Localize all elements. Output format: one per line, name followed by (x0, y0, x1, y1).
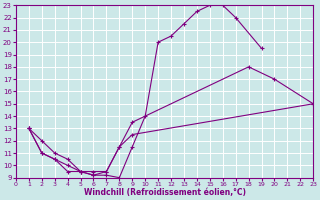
X-axis label: Windchill (Refroidissement éolien,°C): Windchill (Refroidissement éolien,°C) (84, 188, 245, 197)
